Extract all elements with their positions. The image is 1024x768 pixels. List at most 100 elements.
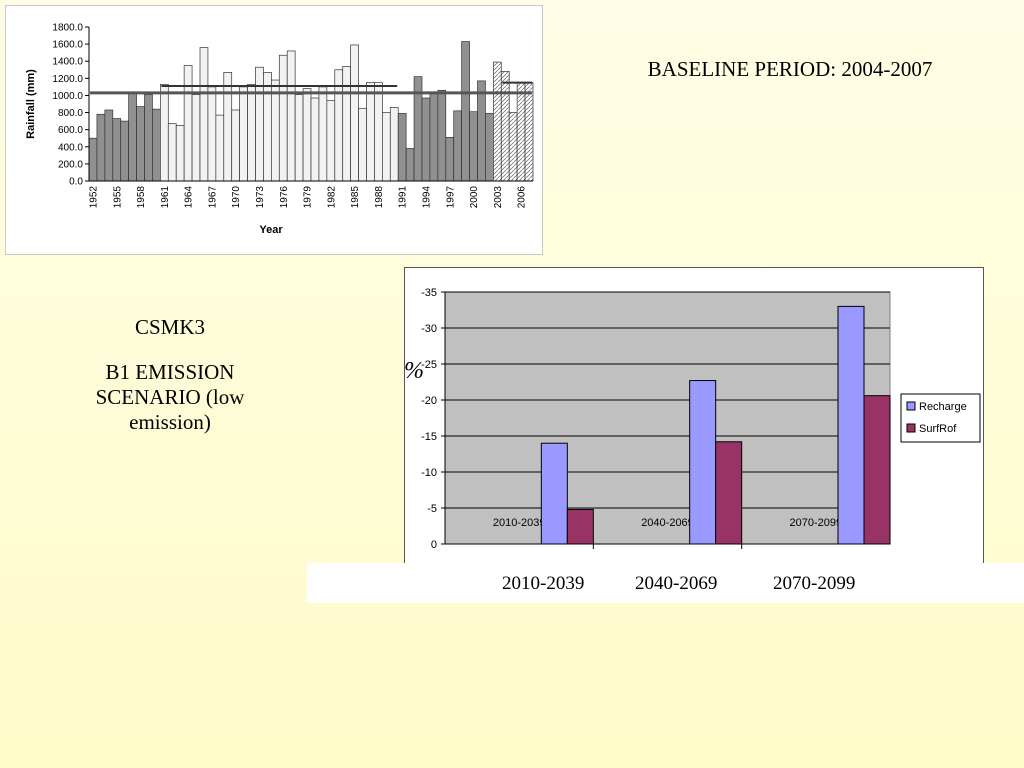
rain-bar-1963 <box>175 125 185 182</box>
rec-y-tick: -25 <box>421 359 437 371</box>
emission-scenario-label: B1 EMISSION SCENARIO (low emission) <box>95 360 245 434</box>
rec-category-label: 2010-2039 <box>493 517 546 529</box>
rain-bar-1954 <box>104 109 114 182</box>
rain-y-axis-label: Rainfall (mm) <box>25 69 37 139</box>
rain-y-tick: 1400.0 <box>52 57 83 68</box>
rain-x-tick: 1985 <box>350 186 361 209</box>
rain-bar-1960 <box>152 108 161 182</box>
rec-bar-recharge-3 <box>837 305 865 545</box>
rain-x-tick: 1970 <box>231 186 242 209</box>
rain-y-tick: 200.0 <box>58 159 83 170</box>
rec-y-tick: -15 <box>421 431 437 443</box>
rain-bar-1970 <box>231 109 240 182</box>
rain-bar-1996 <box>437 89 447 182</box>
rain-bar-1999 <box>461 41 470 182</box>
period-label-2: 2040-2069 <box>635 573 718 594</box>
rain-x-axis-label: Year <box>259 224 283 236</box>
rec-category-label: 2070-2099 <box>790 517 843 529</box>
rain-bar-1981 <box>318 86 328 182</box>
rain-bar-1978 <box>294 94 304 182</box>
rain-bar-1974 <box>263 71 272 182</box>
rain-bar-1995 <box>429 93 439 182</box>
rain-x-tick: 2003 <box>493 186 504 209</box>
rain-y-tick: 600.0 <box>58 125 83 136</box>
rec-category-label: 2040-2069 <box>641 517 694 529</box>
rec-bar-surfrof-2 <box>715 441 743 545</box>
rain-y-tick: 0.0 <box>69 177 83 188</box>
rec-legend: Recharge SurfRof <box>900 393 981 443</box>
period-label-3: 2070-2099 <box>773 573 856 594</box>
rain-bar-1979 <box>302 88 312 182</box>
rain-bar-1977 <box>286 50 296 182</box>
rain-bar-1990 <box>389 107 399 182</box>
rain-bar-2007 <box>524 82 534 182</box>
rain-bar-1971 <box>239 86 248 182</box>
rain-bar-1957 <box>128 92 137 182</box>
rainfall-chart: 0.0 200.0 400.0 600.0 800.0 1000.0 1200.0 1400.… <box>5 5 543 255</box>
rain-bar-1980 <box>310 97 320 182</box>
recharge-runoff-chart-svg: 0 -5 -10 -15 -20 -25 -30 -35 2010-2039 2040-2069 2… <box>421 287 981 551</box>
rain-x-tick: 1994 <box>421 186 432 209</box>
rain-bar-1973 <box>255 66 264 182</box>
rain-x-tick: 1967 <box>207 186 218 209</box>
rec-y-tick: -35 <box>421 287 437 299</box>
rain-x-tick: 1997 <box>445 186 456 209</box>
rain-bar-1997 <box>445 137 455 182</box>
rain-bar-2002 <box>485 113 494 182</box>
rec-y-tick: 0 <box>431 539 437 551</box>
rain-bar-1984 <box>342 66 351 182</box>
rain-x-tick: 1982 <box>326 186 337 209</box>
rain-bar-1994 <box>421 97 431 182</box>
rain-x-tick: 1979 <box>303 186 314 209</box>
rain-bar-1966 <box>199 47 209 182</box>
model-label: CSMK3 <box>134 315 206 339</box>
rain-x-tick: 2000 <box>469 186 480 209</box>
rec-legend-swatch-surfrof <box>906 423 916 433</box>
rain-bar-1989 <box>382 112 391 182</box>
rain-bar-1991 <box>397 113 407 182</box>
rain-x-tick: 1991 <box>398 186 409 209</box>
rain-bar-1962 <box>167 123 177 182</box>
rain-bar-2001 <box>477 80 486 182</box>
rain-x-tick: 2006 <box>517 186 528 209</box>
rain-bar-1956 <box>120 120 129 182</box>
rain-bar-2000 <box>469 111 478 182</box>
rec-y-tick: -30 <box>421 323 437 335</box>
rain-bar-1976 <box>278 54 288 182</box>
rain-x-tick: 1964 <box>184 186 195 209</box>
rec-bar-surfrof-1 <box>566 508 594 545</box>
rain-bar-1958 <box>136 106 145 182</box>
rec-legend-label-recharge: Recharge <box>919 401 967 413</box>
rec-y-tick: -10 <box>421 467 437 479</box>
rain-x-tick: 1976 <box>279 186 290 209</box>
rain-bar-1992 <box>405 148 415 182</box>
rain-bar-1965 <box>191 94 201 182</box>
recharge-runoff-chart: 0 -5 -10 -15 -20 -25 -30 -35 2010-2039 2040-2069 2… <box>404 267 984 563</box>
period-label-1: 2010-2039 <box>502 573 585 594</box>
rain-y-tick: 1200.0 <box>52 74 83 85</box>
rec-bar-recharge-1 <box>540 442 568 545</box>
rain-y-tick: 1000.0 <box>52 91 83 102</box>
baseline-period-title: BASELINE PERIOD: 2004-2007 <box>647 57 933 81</box>
rain-bar-1967 <box>207 86 217 182</box>
rain-bar-1975 <box>271 79 280 182</box>
rain-bar-1987 <box>366 82 375 182</box>
period-labels-strip: 2010-2039 2040-2069 2070-2099 <box>307 563 1024 603</box>
rain-bar-2003 <box>493 61 502 182</box>
rain-bar-1955 <box>112 118 122 182</box>
rec-y-tick: -20 <box>421 395 437 407</box>
rain-bar-1964 <box>183 65 193 182</box>
rec-plot-area <box>444 291 891 545</box>
rec-y-tick: -5 <box>427 503 437 515</box>
rain-bar-1953 <box>96 113 106 182</box>
rec-legend-label-surfrof: SurfRof <box>919 423 957 435</box>
rain-bar-1998 <box>453 110 462 182</box>
rain-bar-1972 <box>247 83 256 182</box>
rain-bar-1969 <box>223 71 233 182</box>
rain-bar-1986 <box>358 107 367 182</box>
rain-bar-1985 <box>350 44 359 182</box>
rain-x-tick: 1958 <box>136 186 147 209</box>
rain-bar-1968 <box>215 114 225 182</box>
rec-legend-swatch-recharge <box>906 401 916 411</box>
rain-bar-1982 <box>326 100 336 182</box>
